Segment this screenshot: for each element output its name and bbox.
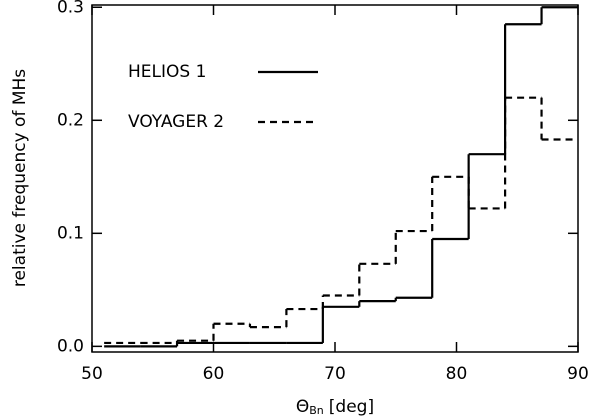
x-tick-label: 50 [81,364,103,384]
y-tick-label: 0.1 [57,223,84,243]
legend-label: VOYAGER 2 [128,112,224,132]
x-tick-label: 60 [203,364,225,384]
x-axis-label: ΘBn [deg] [296,397,374,417]
x-label-subscript: Bn [309,404,324,417]
y-axis-label: relative frequency of MHs [10,69,30,287]
legend-label: HELIOS 1 [128,62,206,82]
x-tick-label: 70 [324,364,346,384]
y-tick-label: 0.2 [57,110,84,130]
x-tick-label: 80 [446,364,468,384]
x-label-unit: [deg] [329,397,374,417]
y-tick-label: 0.0 [57,336,84,356]
x-tick-label: 90 [567,364,589,384]
x-label-symbol: Θ [296,397,309,417]
y-tick-label: 0.3 [57,0,84,17]
